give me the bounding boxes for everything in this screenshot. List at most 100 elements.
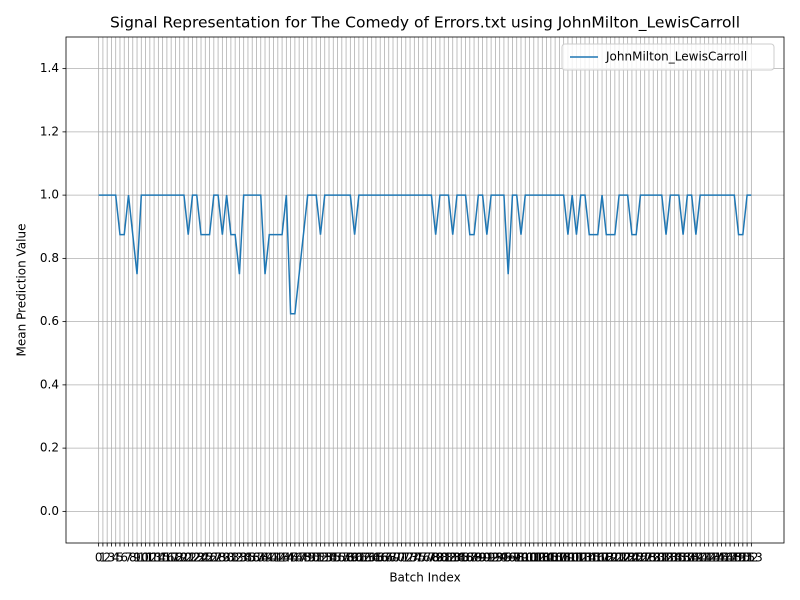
x-tick-label: 7: [125, 551, 133, 565]
x-tick-label: 47: [292, 551, 307, 565]
x-tick-label: 26: [202, 551, 217, 565]
x-tick-label: 68: [381, 551, 396, 565]
x-tick-label: 75: [411, 551, 426, 565]
x-tick-label: 98: [509, 551, 524, 565]
x-tick-label: 8: [129, 551, 137, 565]
x-tick-label: 29: [215, 551, 230, 565]
x-tick-label: 147: [714, 551, 737, 565]
x-tick-label: 95: [496, 551, 511, 565]
x-tick-label: 99: [513, 551, 528, 565]
x-tick-label: 72: [398, 551, 413, 565]
x-tick-label: 56: [330, 551, 345, 565]
x-tick-label: 24: [193, 551, 208, 565]
x-tick-label: 137: [672, 551, 695, 565]
x-tick-label: 96: [501, 551, 516, 565]
x-tick-label: 41: [266, 551, 281, 565]
x-tick-label: 109: [552, 551, 575, 565]
x-tick-label: 63: [360, 551, 375, 565]
x-tick-label: 93: [488, 551, 503, 565]
x-tick-label: 64: [364, 551, 379, 565]
y-tick-label: 1.4: [40, 61, 59, 75]
x-tick-label: 16: [159, 551, 174, 565]
x-tick-label: 149: [723, 551, 746, 565]
x-tick-label: 76: [415, 551, 430, 565]
x-tick-label: 36: [245, 551, 260, 565]
x-tick-label: 25: [198, 551, 213, 565]
x-tick-label: 106: [539, 551, 562, 565]
x-tick-label: 52: [313, 551, 328, 565]
legend-box: [561, 43, 775, 71]
x-tick-label: 23: [189, 551, 204, 565]
x-tick-label: 44: [279, 551, 294, 565]
x-tick-label: 50: [304, 551, 319, 565]
y-tick-label: 0.8: [40, 251, 59, 265]
x-tick-label: 116: [582, 551, 605, 565]
x-tick-label: 51: [309, 551, 324, 565]
x-tick-label: 153: [740, 551, 763, 565]
x-tick-label: 2: [103, 551, 111, 565]
x-tick-label: 31: [223, 551, 238, 565]
x-tick-label: 77: [419, 551, 434, 565]
x-tick-label: 148: [719, 551, 742, 565]
x-axis-label: Batch Index: [389, 571, 460, 585]
x-tick-label: 126: [625, 551, 648, 565]
x-tick-label: 3: [108, 551, 116, 565]
legend-label: JohnMilton_LewisCarroll: [605, 50, 747, 64]
x-tick-label: 57: [334, 551, 349, 565]
x-tick-label: 105: [535, 551, 558, 565]
x-tick-label: 6: [120, 551, 128, 565]
x-tick-label: 152: [736, 551, 759, 565]
x-tick-label: 61: [351, 551, 366, 565]
x-tick-label: 60: [347, 551, 362, 565]
y-tick-label: 0.0: [40, 504, 59, 518]
x-tick-label: 11: [138, 551, 153, 565]
y-axis-label: Mean Prediction Value: [15, 224, 29, 357]
x-tick-label: 86: [458, 551, 473, 565]
x-tick-label: 30: [219, 551, 234, 565]
x-tick-label: 54: [321, 551, 336, 565]
x-tick-label: 43: [274, 551, 289, 565]
x-tick-label: 40: [262, 551, 277, 565]
x-tick-label: 73: [402, 551, 417, 565]
x-tick-label: 32: [228, 551, 243, 565]
x-tick-label: 134: [659, 551, 682, 565]
x-tick-label: 140: [684, 551, 707, 565]
x-tick-label: 145: [706, 551, 729, 565]
x-tick-label: 122: [608, 551, 631, 565]
x-tick-label: 74: [407, 551, 422, 565]
grid: [66, 37, 784, 543]
x-tick-label: 144: [702, 551, 725, 565]
x-tick-label: 55: [326, 551, 341, 565]
x-tick-label: 112: [565, 551, 588, 565]
x-tick-label: 131: [646, 551, 669, 565]
x-tick-label: 37: [249, 551, 264, 565]
x-tick-label: 80: [432, 551, 447, 565]
x-tick-label: 136: [667, 551, 690, 565]
x-tick-label: 135: [663, 551, 686, 565]
x-tick-label: 85: [454, 551, 469, 565]
x-tick-label: 4: [112, 551, 120, 565]
x-tick-label: 142: [693, 551, 716, 565]
x-tick-label: 101: [518, 551, 541, 565]
x-tick-label: 1: [99, 551, 107, 565]
x-tick-label: 39: [257, 551, 272, 565]
x-tick-label: 119: [595, 551, 618, 565]
x-tick-label: 133: [655, 551, 678, 565]
plot-area: [98, 194, 752, 315]
x-tick-label: 20: [176, 551, 191, 565]
x-tick-label: 69: [385, 551, 400, 565]
x-tick-label: 102: [522, 551, 545, 565]
x-tick-label: 113: [569, 551, 592, 565]
x-tick-label: 87: [462, 551, 477, 565]
x-tick-label: 45: [283, 551, 298, 565]
x-tick-label: 97: [505, 551, 520, 565]
x-tick-label: 14: [151, 551, 166, 565]
y-tick-label: 0.6: [40, 314, 59, 328]
x-tick-label: 107: [544, 551, 567, 565]
x-tick-label: 33: [232, 551, 247, 565]
x-tick-label: 114: [574, 551, 597, 565]
x-tick-label: 88: [466, 551, 481, 565]
x-tick-label: 82: [441, 551, 456, 565]
x-tick-label: 38: [253, 551, 268, 565]
x-tick-label: 15: [155, 551, 170, 565]
